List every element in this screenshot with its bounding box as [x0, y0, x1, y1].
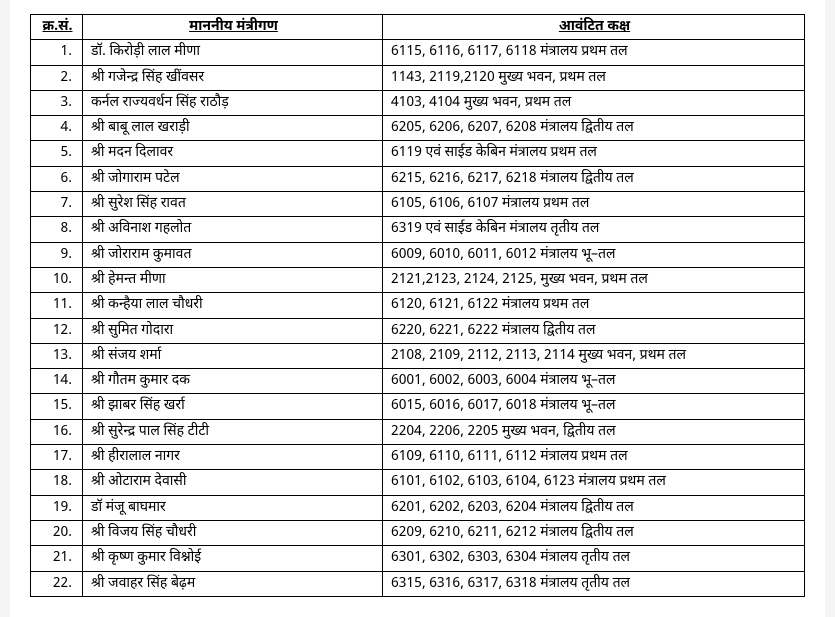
cell-room: 6209, 6210, 6211, 6212 मंत्रालय द्वितीय …	[383, 520, 805, 545]
cell-room: 6105, 6106, 6107 मंत्रालय प्रथम तल	[383, 192, 805, 217]
cell-name: श्री जोगाराम पटेल	[83, 166, 383, 191]
col-header-name: माननीय मंत्रीगण	[83, 15, 383, 40]
cell-sn: 13.	[31, 343, 83, 368]
cell-name: डॉ. किरोड़ी लाल मीणा	[83, 40, 383, 65]
cell-sn: 5.	[31, 141, 83, 166]
cell-name: श्री हेमन्त मीणा	[83, 267, 383, 292]
cell-name: श्री जवाहर सिंह बेढ़म	[83, 571, 383, 596]
cell-room: 2204, 2206, 2205 मुख्य भवन, द्वितीय तल	[383, 419, 805, 444]
cell-room: 6301, 6302, 6303, 6304 मंत्रालय तृतीय तल	[383, 546, 805, 571]
allocation-table: क्र.सं. माननीय मंत्रीगण आवंटित कक्ष 1.डॉ…	[30, 14, 805, 597]
cell-room: 2108, 2109, 2112, 2113, 2114 मुख्य भवन, …	[383, 343, 805, 368]
cell-name: श्री कृष्ण कुमार विश्नोई	[83, 546, 383, 571]
cell-name: श्री हीरालाल नागर	[83, 445, 383, 470]
cell-sn: 20.	[31, 520, 83, 545]
cell-room: 6120, 6121, 6122 मंत्रालय प्रथम तल	[383, 293, 805, 318]
cell-sn: 14.	[31, 369, 83, 394]
table-row: 15.श्री झाबर सिंह खर्रा6015, 6016, 6017,…	[31, 394, 805, 419]
table-row: 8.श्री अविनाश गहलोत6319 एवं साईड केबिन म…	[31, 217, 805, 242]
cell-name: श्री सुरेन्द्र पाल सिंह टीटी	[83, 419, 383, 444]
cell-sn: 19.	[31, 495, 83, 520]
cell-sn: 1.	[31, 40, 83, 65]
cell-name: श्री संजय शर्मा	[83, 343, 383, 368]
cell-sn: 4.	[31, 116, 83, 141]
cell-sn: 2.	[31, 65, 83, 90]
col-header-room: आवंटित कक्ष	[383, 15, 805, 40]
cell-room: 6319 एवं साईड केबिन मंत्रालय तृतीय तल	[383, 217, 805, 242]
cell-room: 6215, 6216, 6217, 6218 मंत्रालय द्वितीय …	[383, 166, 805, 191]
cell-room: 6205, 6206, 6207, 6208 मंत्रालय द्वितीय …	[383, 116, 805, 141]
cell-name: श्री विजय सिंह चौधरी	[83, 520, 383, 545]
cell-room: 6315, 6316, 6317, 6318 मंत्रालय तृतीय तल	[383, 571, 805, 596]
table-header-row: क्र.सं. माननीय मंत्रीगण आवंटित कक्ष	[31, 15, 805, 40]
cell-sn: 11.	[31, 293, 83, 318]
cell-name: श्री सुरेश सिंह रावत	[83, 192, 383, 217]
cell-name: श्री जोराराम कुमावत	[83, 242, 383, 267]
cell-name: श्री सुमित गोदारा	[83, 318, 383, 343]
cell-room: 1143, 2119,2120 मुख्य भवन, प्रथम तल	[383, 65, 805, 90]
cell-room: 6109, 6110, 6111, 6112 मंत्रालय प्रथम तल	[383, 445, 805, 470]
cell-name: डॉ मंजू बाघमार	[83, 495, 383, 520]
cell-room: 6001, 6002, 6003, 6004 मंत्रालय भू–तल	[383, 369, 805, 394]
table-row: 7.श्री सुरेश सिंह रावत6105, 6106, 6107 म…	[31, 192, 805, 217]
table-row: 18.श्री ओटाराम देवासी6101, 6102, 6103, 6…	[31, 470, 805, 495]
table-row: 11.श्री कन्हैया लाल चौधरी6120, 6121, 612…	[31, 293, 805, 318]
cell-name: श्री मदन दिलावर	[83, 141, 383, 166]
table-row: 14.श्री गौतम कुमार दक6001, 6002, 6003, 6…	[31, 369, 805, 394]
cell-name: श्री झाबर सिंह खर्रा	[83, 394, 383, 419]
table-row: 5.श्री मदन दिलावर6119 एवं साईड केबिन मंत…	[31, 141, 805, 166]
cell-sn: 17.	[31, 445, 83, 470]
cell-name: श्री ओटाराम देवासी	[83, 470, 383, 495]
cell-sn: 9.	[31, 242, 83, 267]
table-row: 1.डॉ. किरोड़ी लाल मीणा6115, 6116, 6117, …	[31, 40, 805, 65]
cell-room: 2121,2123, 2124, 2125, मुख्य भवन, प्रथम …	[383, 267, 805, 292]
cell-room: 6119 एवं साईड केबिन मंत्रालय प्रथम तल	[383, 141, 805, 166]
cell-sn: 12.	[31, 318, 83, 343]
cell-name: श्री कन्हैया लाल चौधरी	[83, 293, 383, 318]
cell-sn: 18.	[31, 470, 83, 495]
cell-room: 6115, 6116, 6117, 6118 मंत्रालय प्रथम तल	[383, 40, 805, 65]
cell-name: कर्नल राज्यवर्धन सिंह राठौड़	[83, 90, 383, 115]
cell-sn: 22.	[31, 571, 83, 596]
cell-name: श्री अविनाश गहलोत	[83, 217, 383, 242]
table-row: 22.श्री जवाहर सिंह बेढ़म6315, 6316, 6317…	[31, 571, 805, 596]
table-row: 6.श्री जोगाराम पटेल6215, 6216, 6217, 621…	[31, 166, 805, 191]
cell-room: 6220, 6221, 6222 मंत्रालय द्वितीय तल	[383, 318, 805, 343]
cell-name: श्री बाबू लाल खराड़ी	[83, 116, 383, 141]
cell-sn: 10.	[31, 267, 83, 292]
table-row: 9.श्री जोराराम कुमावत6009, 6010, 6011, 6…	[31, 242, 805, 267]
cell-sn: 16.	[31, 419, 83, 444]
cell-room: 6101, 6102, 6103, 6104, 6123 मंत्रालय प्…	[383, 470, 805, 495]
cell-sn: 6.	[31, 166, 83, 191]
table-row: 19.डॉ मंजू बाघमार6201, 6202, 6203, 6204 …	[31, 495, 805, 520]
cell-sn: 8.	[31, 217, 83, 242]
table-row: 16.श्री सुरेन्द्र पाल सिंह टीटी2204, 220…	[31, 419, 805, 444]
cell-room: 4103, 4104 मुख्य भवन, प्रथम तल	[383, 90, 805, 115]
table-row: 12.श्री सुमित गोदारा6220, 6221, 6222 मंत…	[31, 318, 805, 343]
cell-sn: 3.	[31, 90, 83, 115]
table-row: 13.श्री संजय शर्मा2108, 2109, 2112, 2113…	[31, 343, 805, 368]
table-row: 3.कर्नल राज्यवर्धन सिंह राठौड़4103, 4104…	[31, 90, 805, 115]
table-row: 20.श्री विजय सिंह चौधरी6209, 6210, 6211,…	[31, 520, 805, 545]
col-header-sn: क्र.सं.	[31, 15, 83, 40]
table-row: 10.श्री हेमन्त मीणा2121,2123, 2124, 2125…	[31, 267, 805, 292]
document-page: क्र.सं. माननीय मंत्रीगण आवंटित कक्ष 1.डॉ…	[10, 0, 825, 617]
cell-sn: 15.	[31, 394, 83, 419]
cell-room: 6015, 6016, 6017, 6018 मंत्रालय भू–तल	[383, 394, 805, 419]
table-row: 21.श्री कृष्ण कुमार विश्नोई6301, 6302, 6…	[31, 546, 805, 571]
cell-name: श्री गजेन्द्र सिंह खींवसर	[83, 65, 383, 90]
cell-sn: 7.	[31, 192, 83, 217]
table-row: 17.श्री हीरालाल नागर6109, 6110, 6111, 61…	[31, 445, 805, 470]
table-row: 2.श्री गजेन्द्र सिंह खींवसर1143, 2119,21…	[31, 65, 805, 90]
cell-name: श्री गौतम कुमार दक	[83, 369, 383, 394]
cell-room: 6201, 6202, 6203, 6204 मंत्रालय द्वितीय …	[383, 495, 805, 520]
cell-room: 6009, 6010, 6011, 6012 मंत्रालय भू–तल	[383, 242, 805, 267]
table-row: 4.श्री बाबू लाल खराड़ी6205, 6206, 6207, …	[31, 116, 805, 141]
cell-sn: 21.	[31, 546, 83, 571]
